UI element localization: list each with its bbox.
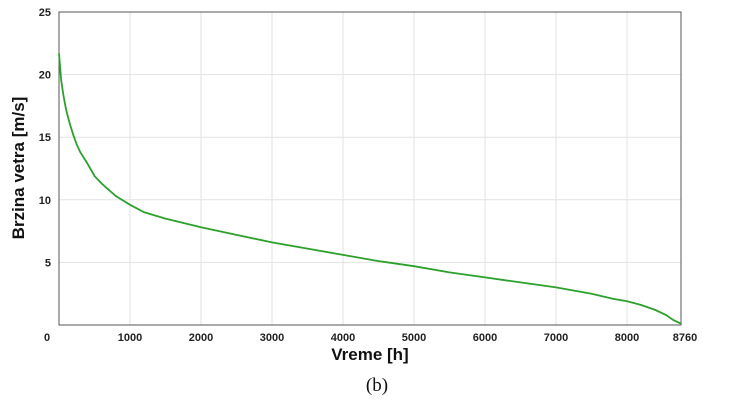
y-axis-label: Brzina vetra [m/s] (9, 97, 28, 240)
figure-caption: (b) (365, 375, 389, 396)
y-tick-label: 15 (39, 132, 51, 144)
x-tick-label: 2000 (189, 332, 213, 344)
y-tick-label: 10 (39, 195, 51, 207)
x-tick-label: 6000 (473, 332, 497, 344)
x-tick-label: 8760 (673, 332, 697, 344)
y-tick-label: 25 (39, 7, 51, 19)
x-tick-label: 8000 (615, 332, 639, 344)
x-tick-label: 4000 (331, 332, 355, 344)
y-tick-label: 5 (45, 257, 51, 269)
wind-speed-line (58, 53, 682, 325)
tick-labels: 0 1000 2000 3000 4000 5000 6000 7000 8000 8760 5 10… (39, 7, 697, 344)
wind-speed-duration-chart: 0 1000 2000 3000 4000 5000 6000 7000 8000 8760 5 10… (9, 7, 697, 364)
x-axis-label: Vreme [h] (331, 345, 408, 364)
x-tick-label: 7000 (544, 332, 568, 344)
x-tick-label: 0 (44, 332, 50, 344)
x-tick-label: 3000 (260, 332, 284, 344)
x-tick-label: 1000 (118, 332, 142, 344)
y-tick-label: 20 (39, 70, 51, 82)
plot-frame (58, 11, 682, 326)
x-tick-label: 5000 (402, 332, 426, 344)
grid-layer (59, 12, 681, 325)
